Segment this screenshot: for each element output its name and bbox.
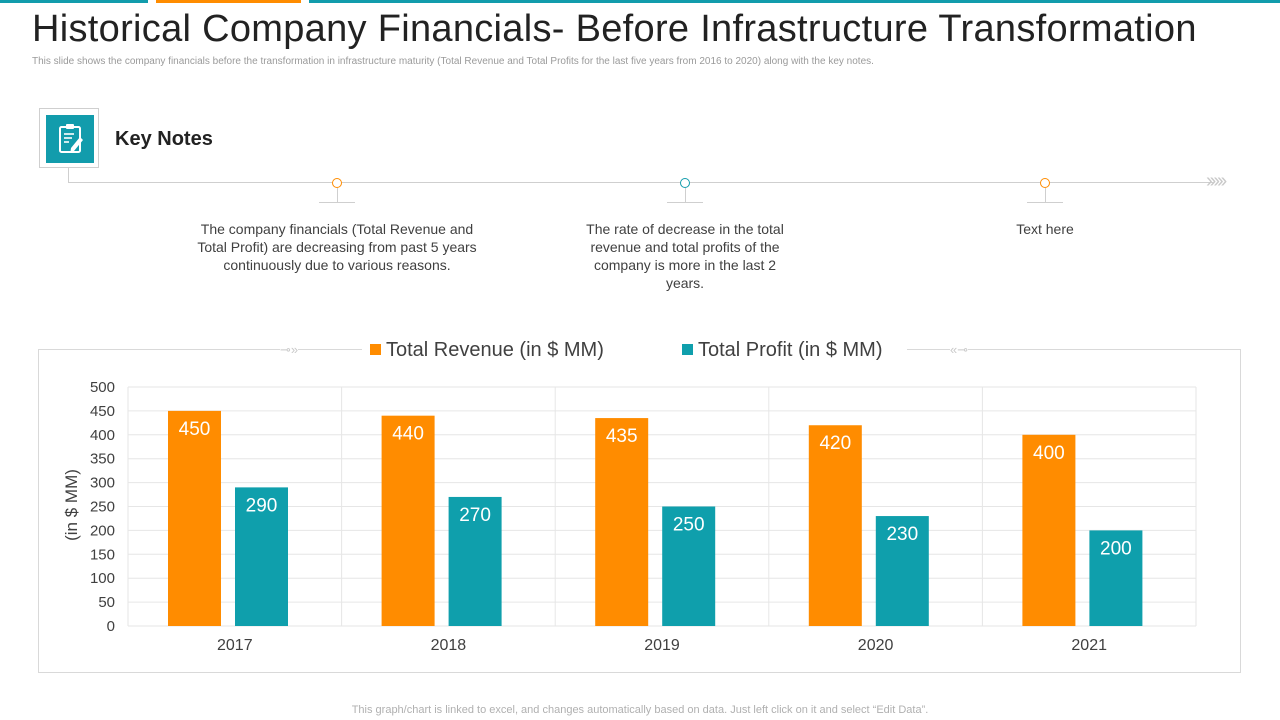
legend-swatch-revenue [370,344,381,355]
legend-item-profit: Total Profit (in $ MM) [682,339,882,362]
top-bar-orange [156,0,301,3]
chart-frame [38,349,1241,673]
timeline-drop-2 [685,188,686,202]
key-note-2: The rate of decrease in the total revenu… [586,221,784,291]
timeline-dot-3 [1040,178,1050,188]
top-bar-teal-right [309,0,1280,3]
timeline-line [68,182,1213,183]
timeline-arrow-icon: ››››› [1206,170,1227,192]
timeline-connector [68,168,69,182]
timeline-drop-3 [1045,188,1046,202]
key-notes-icon-frame [39,108,99,168]
chart-deco-right-icon: ⊸» [280,342,299,358]
key-note-1: The company financials (Total Revenue an… [197,221,477,273]
page-title: Historical Company Financials- Before In… [32,8,1197,50]
page-subtitle: This slide shows the company financials … [32,56,874,67]
legend-swatch-profit [682,344,693,355]
chart-legend: Total Revenue (in $ MM) Total Profit (in… [362,339,907,363]
legend-label-profit: Total Profit (in $ MM) [698,339,883,361]
footer-note: This graph/chart is linked to excel, and… [351,704,929,716]
legend-label-revenue: Total Revenue (in $ MM) [386,339,604,361]
timeline-base-1 [319,202,355,203]
timeline-drop-1 [337,188,338,202]
chart-deco-left-icon: «⊸ [950,342,969,358]
top-bar-teal-left [0,0,148,3]
legend-item-revenue: Total Revenue (in $ MM) [370,339,604,362]
key-note-3: Text here [1016,221,1074,237]
timeline-base-2 [667,202,703,203]
timeline-dot-2 [680,178,690,188]
timeline-base-3 [1027,202,1063,203]
timeline-dot-1 [332,178,342,188]
clipboard-pencil-icon [46,115,94,163]
key-notes-heading: Key Notes [115,128,213,150]
